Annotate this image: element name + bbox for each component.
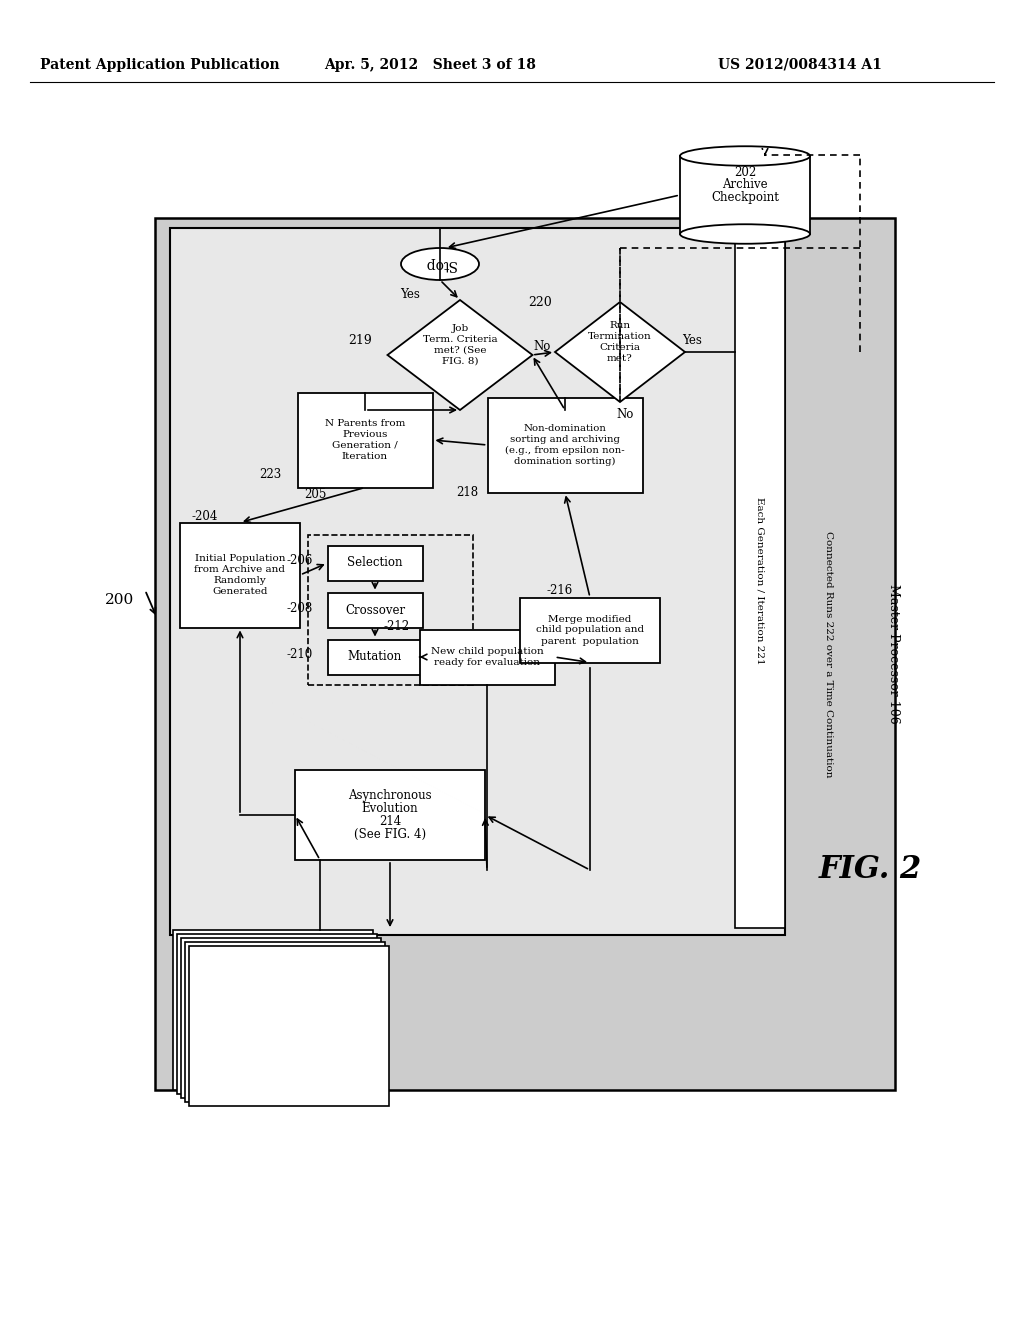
Text: No: No (534, 341, 551, 354)
Text: met? (See: met? (See (434, 346, 486, 355)
Text: Randomly: Randomly (214, 576, 266, 585)
FancyBboxPatch shape (420, 630, 555, 685)
FancyBboxPatch shape (180, 523, 300, 627)
Text: Generated: Generated (212, 587, 267, 597)
Text: FIG. 8): FIG. 8) (441, 356, 478, 366)
Text: Generation /: Generation / (332, 441, 398, 450)
Text: Job: Job (452, 323, 469, 333)
Text: 202: 202 (734, 165, 756, 178)
FancyBboxPatch shape (177, 935, 377, 1094)
FancyBboxPatch shape (181, 939, 381, 1098)
Text: -204: -204 (191, 511, 218, 524)
Text: Patent Application Publication: Patent Application Publication (40, 58, 280, 73)
Text: child population and: child population and (536, 626, 644, 635)
Text: Slave Processor: Slave Processor (217, 956, 309, 965)
Text: Master Processor 106: Master Processor 106 (887, 585, 899, 723)
Polygon shape (387, 300, 532, 411)
Text: Stop: Stop (424, 257, 456, 271)
FancyBboxPatch shape (185, 942, 385, 1102)
Text: Timing: Timing (243, 982, 283, 991)
FancyBboxPatch shape (298, 392, 432, 487)
Text: Operations: Operations (231, 994, 295, 1005)
Text: met?: met? (607, 354, 633, 363)
Text: Connected Runs 222 over a Time Continuation: Connected Runs 222 over a Time Continuat… (823, 531, 833, 777)
Text: Apr. 5, 2012   Sheet 3 of 18: Apr. 5, 2012 Sheet 3 of 18 (324, 58, 536, 73)
Text: Checkpoint: Checkpoint (711, 191, 779, 205)
Text: domination sorting): domination sorting) (514, 457, 615, 466)
Text: Term. Criteria: Term. Criteria (423, 335, 498, 345)
Text: No: No (616, 408, 634, 421)
Text: Criteria: Criteria (599, 343, 640, 352)
Ellipse shape (680, 224, 810, 244)
Text: 214: 214 (379, 814, 401, 828)
Text: Non-domination: Non-domination (523, 424, 606, 433)
Text: (e.g., from epsilon non-: (e.g., from epsilon non- (505, 446, 625, 455)
Text: Crossover: Crossover (345, 603, 406, 616)
Text: New child population: New child population (431, 647, 544, 656)
Text: Previous: Previous (342, 430, 388, 440)
Text: US 2012/0084314 A1: US 2012/0084314 A1 (718, 58, 882, 73)
Text: -208: -208 (287, 602, 313, 615)
Text: 223: 223 (259, 469, 282, 482)
Text: 215: 215 (282, 1053, 304, 1067)
Text: sorting and archiving: sorting and archiving (510, 436, 620, 444)
FancyBboxPatch shape (520, 598, 660, 663)
Text: Processor: Processor (311, 998, 369, 1008)
Text: 108: 108 (346, 1056, 368, 1069)
Text: -216: -216 (547, 583, 573, 597)
Text: -212: -212 (384, 620, 410, 634)
Text: Yes: Yes (682, 334, 701, 346)
Polygon shape (555, 302, 685, 403)
Text: Asynchronous: Asynchronous (348, 789, 432, 803)
Text: Termination: Termination (588, 333, 652, 341)
Text: Archive: Archive (722, 178, 768, 191)
FancyBboxPatch shape (680, 156, 810, 234)
Text: -210: -210 (287, 648, 313, 661)
FancyBboxPatch shape (170, 228, 785, 935)
FancyBboxPatch shape (328, 593, 423, 627)
Text: from Archive and: from Archive and (195, 565, 286, 574)
Ellipse shape (401, 248, 479, 280)
Text: Initial Population: Initial Population (195, 554, 286, 564)
Text: Evolution: Evolution (361, 803, 419, 814)
Text: 219: 219 (348, 334, 372, 346)
Text: 218: 218 (456, 487, 478, 499)
Text: parent  population: parent population (541, 636, 639, 645)
Text: Selection: Selection (347, 557, 402, 569)
FancyBboxPatch shape (295, 770, 485, 861)
Text: Yes: Yes (400, 288, 420, 301)
Text: Slave: Slave (325, 985, 355, 995)
Ellipse shape (680, 147, 810, 166)
Text: 220: 220 (528, 296, 552, 309)
FancyBboxPatch shape (173, 931, 373, 1090)
Text: FIG. 2: FIG. 2 (818, 854, 922, 886)
FancyBboxPatch shape (328, 545, 423, 581)
FancyBboxPatch shape (328, 639, 423, 675)
Text: N Parents from: N Parents from (325, 418, 406, 428)
Text: Mutation: Mutation (348, 651, 402, 664)
Text: ready for evaluation: ready for evaluation (434, 657, 540, 667)
Text: Each Generation / Iteration 221: Each Generation / Iteration 221 (756, 498, 765, 665)
Text: (See FIG. 4): (See FIG. 4) (354, 828, 426, 841)
FancyBboxPatch shape (155, 218, 895, 1090)
Text: Evaluation and: Evaluation and (220, 969, 306, 978)
Text: -206: -206 (287, 554, 313, 568)
Text: Merge modified: Merge modified (548, 615, 632, 623)
FancyBboxPatch shape (189, 946, 389, 1106)
FancyBboxPatch shape (487, 397, 642, 492)
FancyBboxPatch shape (735, 235, 785, 928)
Text: 200: 200 (105, 593, 134, 607)
Text: Run: Run (609, 321, 631, 330)
Text: Iteration: Iteration (342, 451, 388, 461)
Text: 205: 205 (304, 488, 327, 502)
